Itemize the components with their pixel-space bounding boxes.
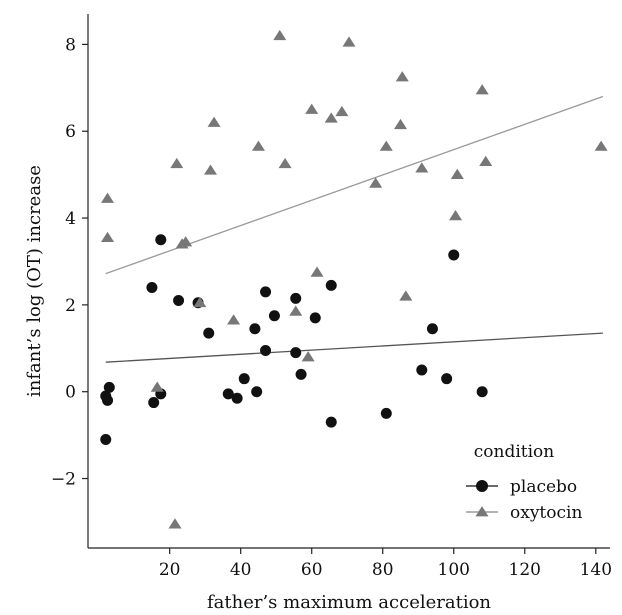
legend: condition placebo oxytocin (466, 442, 582, 523)
point-placebo (251, 386, 263, 398)
x-tick-label: 140 (580, 560, 612, 580)
point-oxytocin (450, 168, 464, 180)
y-tick-label: 4 (65, 209, 76, 229)
x-tick-label: 60 (301, 560, 323, 580)
point-oxytocin (335, 105, 349, 117)
point-oxytocin (170, 157, 184, 169)
y-tick-label: 2 (65, 296, 76, 316)
point-placebo (238, 373, 250, 385)
point-placebo (426, 323, 438, 335)
point-oxytocin (393, 118, 407, 130)
point-placebo (309, 312, 321, 324)
point-placebo (249, 323, 261, 335)
y-tick-label: 8 (65, 35, 76, 55)
x-tick-label: 40 (230, 560, 252, 580)
point-placebo (290, 292, 302, 304)
point-placebo (290, 347, 302, 359)
y-axis-ticks: −2 0 2 4 6 8 (51, 35, 88, 490)
point-oxytocin (273, 29, 287, 41)
point-oxytocin (150, 381, 164, 392)
legend-title: condition (474, 442, 555, 462)
trend-line-placebo (105, 332, 603, 363)
point-oxytocin (251, 140, 265, 151)
legend-marker-oxytocin (475, 506, 489, 517)
point-oxytocin (475, 84, 489, 95)
point-placebo (416, 364, 428, 376)
point-placebo (441, 373, 453, 385)
point-oxytocin (310, 266, 324, 277)
point-oxytocin (207, 116, 221, 127)
point-oxytocin (369, 177, 383, 188)
x-axis-ticks: 20 40 60 80 100 120 140 (159, 548, 612, 580)
point-oxytocin (479, 155, 493, 166)
x-tick-label: 120 (509, 560, 541, 580)
point-placebo (260, 286, 272, 298)
x-tick-label: 20 (159, 560, 181, 580)
x-tick-label: 100 (438, 560, 470, 580)
point-oxytocin (101, 231, 115, 242)
legend-label-oxytocin: oxytocin (510, 503, 582, 523)
point-oxytocin (305, 103, 319, 114)
y-tick-label: −2 (51, 470, 76, 490)
point-oxytocin (301, 351, 315, 362)
legend-label-placebo: placebo (510, 477, 577, 497)
point-placebo (325, 279, 337, 291)
point-placebo (476, 386, 488, 398)
point-placebo (173, 295, 185, 307)
x-axis-label: father’s maximum acceleration (207, 592, 491, 613)
point-placebo (231, 392, 243, 404)
point-placebo (380, 407, 392, 419)
legend-marker-placebo (476, 480, 488, 492)
point-oxytocin (449, 210, 463, 221)
point-oxytocin (179, 236, 193, 247)
data-points (100, 29, 608, 529)
point-oxytocin (415, 162, 429, 173)
point-placebo (295, 368, 307, 380)
point-oxytocin (204, 164, 218, 175)
y-tick-label: 0 (65, 383, 76, 403)
point-placebo (103, 381, 115, 393)
point-placebo (222, 388, 234, 400)
point-oxytocin (379, 140, 393, 151)
point-oxytocin (395, 71, 409, 82)
point-oxytocin (342, 36, 356, 47)
point-oxytocin (227, 314, 241, 325)
x-tick-label: 80 (372, 560, 394, 580)
point-oxytocin (594, 140, 608, 151)
y-axis-label: infant’s log (OT) increase (24, 165, 45, 397)
point-placebo (268, 310, 280, 322)
point-oxytocin (101, 192, 115, 203)
point-oxytocin (168, 518, 182, 529)
point-oxytocin (278, 157, 292, 169)
point-placebo (155, 234, 167, 246)
point-placebo (102, 394, 114, 406)
point-placebo (260, 344, 272, 356)
point-placebo (325, 416, 337, 428)
point-placebo (148, 397, 160, 409)
y-tick-label: 6 (65, 122, 76, 142)
point-oxytocin (289, 305, 303, 316)
point-oxytocin (193, 296, 207, 308)
point-placebo (146, 282, 158, 294)
point-placebo (203, 327, 215, 339)
point-oxytocin (324, 112, 338, 123)
point-placebo (448, 249, 460, 261)
point-placebo (100, 433, 112, 445)
point-oxytocin (399, 290, 413, 301)
